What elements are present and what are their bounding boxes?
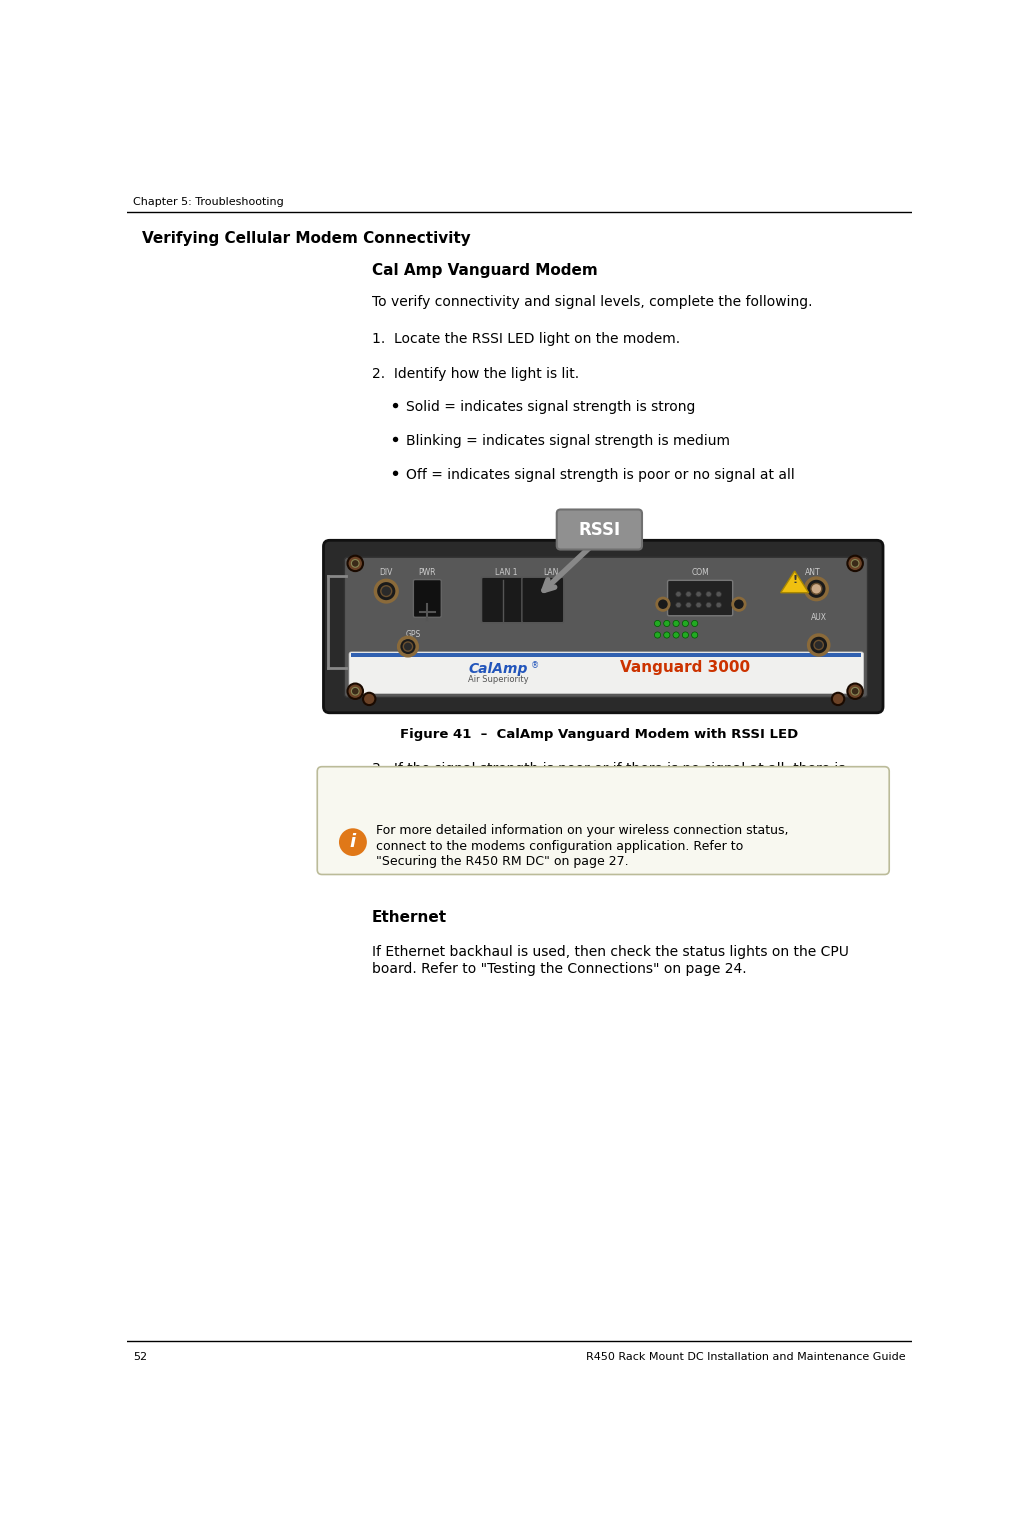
FancyBboxPatch shape — [557, 509, 642, 549]
Text: cell service is not working.: cell service is not working. — [390, 797, 574, 811]
Text: ®: ® — [531, 661, 540, 671]
Circle shape — [393, 403, 398, 408]
Circle shape — [352, 560, 360, 568]
Text: connect to the modems configuration application. Refer to: connect to the modems configuration appl… — [376, 840, 744, 854]
Text: Solid = indicates signal strength is strong: Solid = indicates signal strength is str… — [405, 400, 695, 414]
Circle shape — [676, 603, 681, 608]
Text: "Securing the R450 RM DC" on page 27.: "Securing the R450 RM DC" on page 27. — [376, 855, 629, 869]
Text: Blinking = indicates signal strength is medium: Blinking = indicates signal strength is … — [405, 434, 729, 448]
Text: Verifying Cellular Modem Connectivity: Verifying Cellular Modem Connectivity — [142, 231, 471, 246]
Text: i: i — [349, 834, 356, 851]
Circle shape — [851, 560, 859, 568]
Circle shape — [339, 829, 367, 857]
Circle shape — [381, 586, 392, 597]
Text: LAN: LAN — [544, 568, 559, 577]
Text: RSSI: RSSI — [578, 520, 620, 538]
Circle shape — [664, 620, 670, 626]
Text: 1.  Locate the RSSI LED light on the modem.: 1. Locate the RSSI LED light on the mode… — [372, 332, 680, 346]
Circle shape — [673, 632, 679, 638]
Text: COM: COM — [691, 568, 709, 577]
Text: If Ethernet backhaul is used, then check the status lights on the CPU: If Ethernet backhaul is used, then check… — [372, 946, 849, 960]
Circle shape — [692, 632, 698, 638]
FancyBboxPatch shape — [481, 577, 524, 623]
Text: For more detailed information on your wireless connection status,: For more detailed information on your wi… — [376, 824, 789, 837]
Text: Off = indicates signal strength is poor or no signal at all: Off = indicates signal strength is poor … — [405, 468, 794, 481]
Circle shape — [676, 592, 681, 597]
Circle shape — [696, 603, 701, 608]
Circle shape — [656, 598, 670, 611]
Circle shape — [832, 692, 844, 704]
Circle shape — [399, 637, 417, 655]
Text: R450 Rack Mount DC Installation and Maintenance Guide: R450 Rack Mount DC Installation and Main… — [586, 1352, 906, 1361]
Circle shape — [686, 592, 691, 597]
Text: Chapter 5: Troubleshooting: Chapter 5: Troubleshooting — [133, 197, 284, 208]
Circle shape — [706, 603, 711, 608]
Text: LAN 1: LAN 1 — [495, 568, 518, 577]
Circle shape — [732, 598, 746, 611]
Text: Ethernet: Ethernet — [372, 910, 447, 924]
Circle shape — [363, 692, 376, 704]
Circle shape — [654, 620, 660, 626]
FancyBboxPatch shape — [522, 577, 563, 623]
Text: PWR: PWR — [418, 568, 436, 577]
Text: 52: 52 — [133, 1352, 147, 1361]
Circle shape — [716, 603, 721, 608]
FancyBboxPatch shape — [317, 766, 889, 875]
Text: Figure 41  –  CalAmp Vanguard Modem with RSSI LED: Figure 41 – CalAmp Vanguard Modem with R… — [400, 727, 798, 741]
Circle shape — [811, 583, 822, 594]
Circle shape — [654, 632, 660, 638]
Circle shape — [376, 580, 397, 601]
Text: ANT: ANT — [804, 568, 821, 577]
Polygon shape — [781, 571, 808, 592]
Text: To verify connectivity and signal levels, complete the following.: To verify connectivity and signal levels… — [372, 295, 812, 309]
Text: board. Refer to "Testing the Connections" on page 24.: board. Refer to "Testing the Connections… — [372, 963, 747, 977]
Circle shape — [706, 592, 711, 597]
Text: Vanguard 3000: Vanguard 3000 — [620, 660, 750, 675]
Text: DIV: DIV — [380, 568, 393, 577]
Circle shape — [347, 683, 363, 698]
Text: AUX: AUX — [810, 612, 827, 621]
Text: Cal Amp Vanguard Modem: Cal Amp Vanguard Modem — [372, 263, 598, 278]
Text: Air Superiority: Air Superiority — [468, 675, 529, 684]
Text: !: ! — [792, 575, 797, 584]
Circle shape — [848, 683, 863, 698]
Circle shape — [352, 687, 360, 695]
Circle shape — [347, 555, 363, 571]
Circle shape — [673, 620, 679, 626]
Circle shape — [696, 592, 701, 597]
Text: CalAmp: CalAmp — [469, 661, 529, 677]
Circle shape — [692, 620, 698, 626]
Circle shape — [664, 632, 670, 638]
Text: 2.  Identify how the light is lit.: 2. Identify how the light is lit. — [372, 368, 578, 381]
FancyBboxPatch shape — [668, 580, 732, 615]
Circle shape — [814, 640, 824, 649]
Circle shape — [805, 578, 828, 600]
Text: 3.  If the signal strength is poor or if there is no signal at all, there is: 3. If the signal strength is poor or if … — [372, 761, 845, 777]
Circle shape — [683, 620, 689, 626]
FancyBboxPatch shape — [349, 652, 864, 694]
Circle shape — [851, 687, 859, 695]
Circle shape — [393, 471, 398, 475]
FancyBboxPatch shape — [323, 540, 883, 712]
Circle shape — [808, 635, 829, 655]
FancyBboxPatch shape — [413, 580, 442, 617]
Text: GPS: GPS — [406, 629, 421, 638]
Text: something wrong with the antenna, or it is possible that the local: something wrong with the antenna, or it … — [390, 780, 844, 794]
Bar — [352, 652, 861, 657]
Circle shape — [683, 632, 689, 638]
Circle shape — [686, 603, 691, 608]
Circle shape — [848, 555, 863, 571]
Circle shape — [403, 641, 412, 651]
Circle shape — [716, 592, 721, 597]
FancyBboxPatch shape — [344, 557, 867, 697]
Circle shape — [393, 437, 398, 441]
